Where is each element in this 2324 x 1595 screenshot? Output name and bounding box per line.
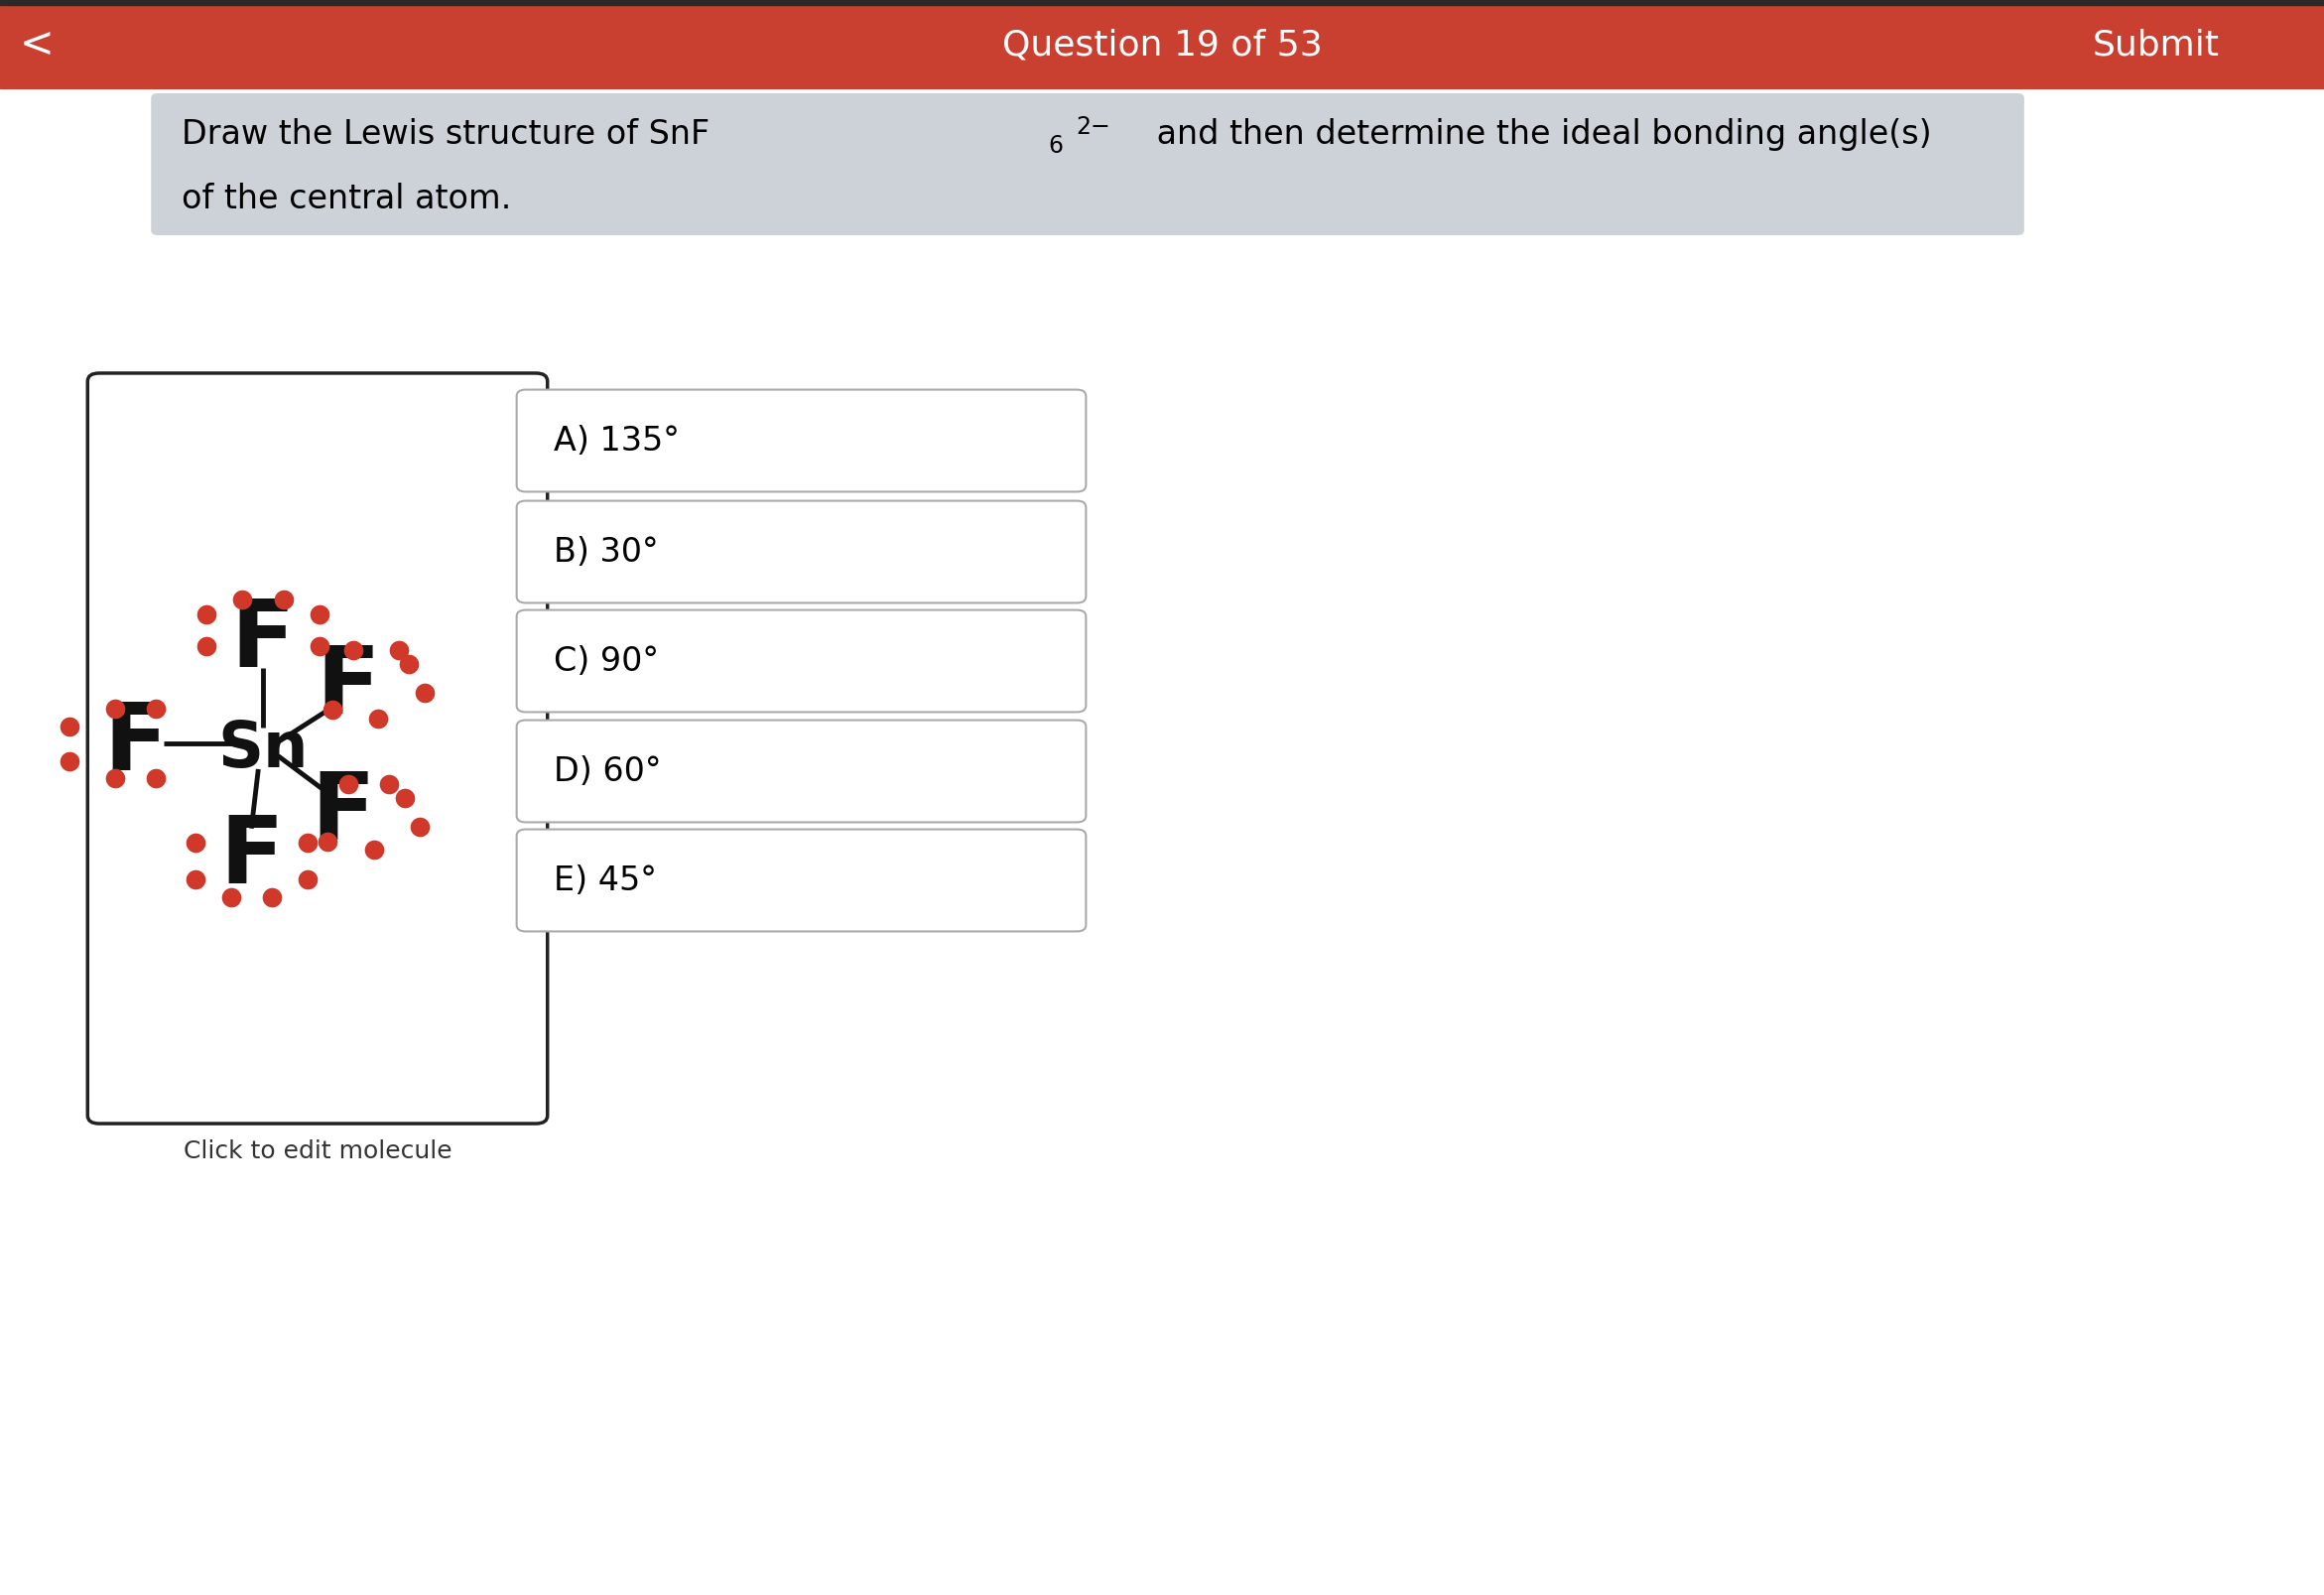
Text: <: < [21, 24, 53, 65]
FancyBboxPatch shape [516, 829, 1085, 931]
Text: Draw the Lewis structure of SnF: Draw the Lewis structure of SnF [181, 118, 709, 152]
Point [402, 815, 439, 841]
Point [309, 829, 346, 855]
Point [265, 587, 302, 612]
FancyBboxPatch shape [516, 611, 1085, 713]
Point [335, 638, 372, 664]
Point [300, 633, 337, 659]
Point [314, 699, 351, 724]
Point [390, 652, 428, 678]
Point [223, 587, 260, 612]
Point [98, 766, 135, 791]
Point [188, 601, 225, 627]
Text: F: F [316, 643, 379, 734]
Point [51, 748, 88, 774]
Point [177, 868, 214, 893]
Text: E) 45°: E) 45° [553, 864, 658, 896]
Text: Click to edit molecule: Click to edit molecule [184, 1139, 451, 1163]
Point [356, 837, 393, 863]
Point [137, 697, 174, 723]
Bar [0, 0, 2324, 89]
Point [370, 772, 407, 798]
Point [288, 868, 325, 893]
Text: 2−: 2− [1076, 115, 1111, 139]
FancyBboxPatch shape [88, 373, 548, 1124]
Bar [0, 0, 2324, 6]
Point [188, 633, 225, 659]
Point [137, 766, 174, 791]
Point [288, 829, 325, 855]
FancyBboxPatch shape [151, 94, 2024, 236]
Text: D) 60°: D) 60° [553, 756, 662, 788]
Point [98, 697, 135, 723]
Text: F: F [105, 699, 167, 790]
Point [211, 885, 249, 911]
Text: of the central atom.: of the central atom. [181, 182, 511, 215]
Point [253, 885, 290, 911]
Point [177, 829, 214, 855]
FancyBboxPatch shape [516, 501, 1085, 603]
FancyBboxPatch shape [516, 391, 1085, 493]
Point [300, 601, 337, 627]
Point [381, 638, 418, 664]
Text: F: F [218, 812, 284, 903]
Text: F: F [311, 767, 374, 858]
Text: Question 19 of 53: Question 19 of 53 [1002, 27, 1322, 62]
Point [330, 772, 367, 798]
Text: and then determine the ideal bonding angle(s): and then determine the ideal bonding ang… [1146, 118, 1931, 152]
Text: Submit: Submit [2092, 27, 2219, 62]
FancyBboxPatch shape [516, 721, 1085, 823]
Text: B) 30°: B) 30° [553, 536, 658, 569]
Point [407, 681, 444, 707]
Point [360, 707, 397, 732]
Text: C) 90°: C) 90° [553, 646, 660, 678]
Point [386, 786, 423, 812]
Text: 6: 6 [1048, 134, 1062, 158]
Text: F: F [230, 595, 295, 686]
Text: A) 135°: A) 135° [553, 424, 679, 458]
Text: Sn: Sn [218, 718, 309, 780]
Point [51, 715, 88, 740]
